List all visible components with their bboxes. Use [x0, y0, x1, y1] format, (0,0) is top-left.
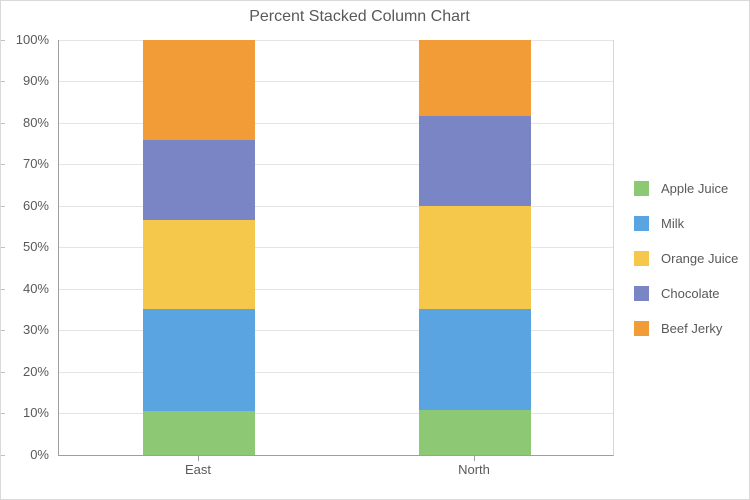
- y-axis-tick: [1, 330, 5, 331]
- bar-segment-beef-jerky: [142, 40, 255, 140]
- legend-item-apple-juice: Apple Juice: [634, 181, 738, 196]
- bar-segment-milk: [142, 309, 255, 411]
- legend-label: Chocolate: [661, 286, 720, 301]
- y-axis-label: 30%: [22, 322, 49, 337]
- y-axis-tick: [1, 289, 5, 290]
- chart-title: Percent Stacked Column Chart: [249, 8, 470, 25]
- x-axis-label-east: East: [184, 462, 211, 477]
- gridline: [59, 123, 613, 124]
- plot-area: [58, 40, 614, 456]
- gridline: [59, 330, 613, 331]
- x-axis-tick: [198, 456, 199, 461]
- gridline: [59, 413, 613, 414]
- y-axis-tick: [1, 372, 5, 373]
- legend-swatch-icon: [634, 181, 649, 196]
- y-axis-label: 80%: [22, 115, 49, 130]
- y-axis-label: 0%: [30, 447, 49, 462]
- gridline: [59, 206, 613, 207]
- bar-segment-chocolate: [142, 140, 255, 220]
- y-axis-tick: [1, 81, 5, 82]
- legend-swatch-icon: [634, 216, 649, 231]
- y-axis-tick: [1, 413, 5, 414]
- y-axis-label: 40%: [22, 281, 49, 296]
- legend-label: Apple Juice: [661, 181, 729, 196]
- gridline: [59, 247, 613, 248]
- y-axis-label: 10%: [22, 405, 49, 420]
- bar-segment-milk: [419, 309, 531, 410]
- y-axis-tick: [1, 40, 5, 41]
- y-axis-tick: [1, 247, 5, 248]
- legend-swatch-icon: [634, 321, 649, 336]
- bar-east: [142, 40, 255, 455]
- gridline: [59, 81, 613, 82]
- y-axis-label: 60%: [22, 198, 49, 213]
- gridline: [59, 164, 613, 165]
- legend-item-orange-juice: Orange Juice: [634, 251, 738, 266]
- legend-item-beef-jerky: Beef Jerky: [634, 321, 738, 336]
- bar-segment-chocolate: [419, 116, 531, 206]
- bar-segment-orange-juice: [142, 220, 255, 309]
- legend-label: Milk: [661, 216, 685, 231]
- bar-segment-beef-jerky: [419, 40, 531, 116]
- legend-item-milk: Milk: [634, 216, 738, 231]
- y-axis-label: 70%: [22, 156, 49, 171]
- legend: Apple Juice Milk Orange Juice Chocolate Beef…: [634, 181, 738, 356]
- y-axis-label: 90%: [22, 73, 49, 88]
- x-axis-tick: [474, 456, 475, 461]
- gridline: [59, 289, 613, 290]
- bar-segment-apple-juice: [419, 410, 531, 455]
- gridline: [59, 40, 613, 41]
- bar-north: [419, 40, 531, 455]
- y-axis-label: 100%: [15, 32, 49, 47]
- gridline: [59, 372, 613, 373]
- y-axis-tick: [1, 206, 5, 207]
- x-axis-label-north: North: [458, 462, 490, 477]
- y-axis-tick: [1, 455, 5, 456]
- legend-swatch-icon: [634, 286, 649, 301]
- bar-segment-apple-juice: [142, 411, 255, 455]
- bar-segment-orange-juice: [419, 206, 531, 309]
- legend-label: Beef Jerky: [661, 321, 723, 336]
- y-axis-tick: [1, 123, 5, 124]
- y-axis-label: 20%: [22, 364, 49, 379]
- legend-swatch-icon: [634, 251, 649, 266]
- y-axis-label: 50%: [22, 239, 49, 254]
- legend-item-chocolate: Chocolate: [634, 286, 738, 301]
- y-axis-tick: [1, 164, 5, 165]
- legend-label: Orange Juice: [661, 251, 739, 266]
